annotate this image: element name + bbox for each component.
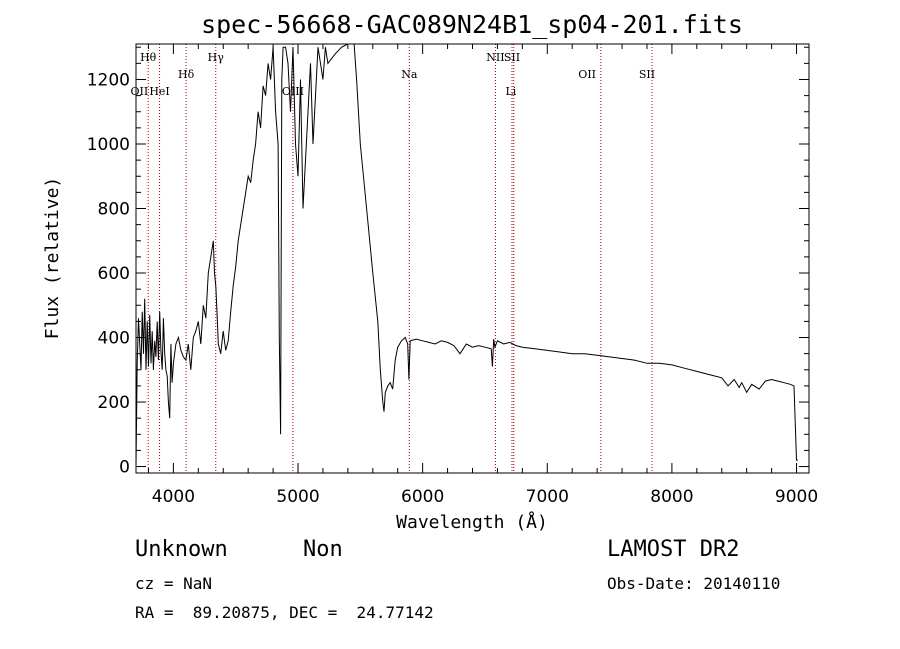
line-markers xyxy=(147,44,653,473)
y-tick-label: 0 xyxy=(119,458,130,478)
class-label: Unknown xyxy=(135,537,228,562)
spectrum-layer xyxy=(135,43,798,467)
chart-title: spec-56668-GAC089N24B1_sp04-201.fits xyxy=(201,10,743,39)
x-tick-label: 9000 xyxy=(775,487,818,507)
survey-label: LAMOST DR2 xyxy=(607,537,740,562)
obs-date-label: Obs-Date: 20140110 xyxy=(607,574,781,593)
x-tick-label: 5000 xyxy=(276,487,319,507)
y-tick-label: 800 xyxy=(98,200,130,220)
line-annotation: SII xyxy=(504,51,520,64)
x-tick-label: 4000 xyxy=(152,487,195,507)
x-tick-label: 7000 xyxy=(526,487,569,507)
x-tick-label: 8000 xyxy=(650,487,693,507)
line-annotation: Hθ xyxy=(140,51,157,64)
line-annotation: OII xyxy=(131,85,149,98)
line-annotation: NII xyxy=(486,51,504,64)
cz-label: cz = NaN xyxy=(135,574,213,593)
line-annotation: Hγ xyxy=(208,51,225,64)
subclass-label: Non xyxy=(303,537,343,562)
x-tick-label: 6000 xyxy=(401,487,444,507)
y-tick-label: 600 xyxy=(98,264,130,284)
spectrum-line xyxy=(135,43,798,467)
line-annotation: Li xyxy=(505,85,516,98)
line-annotation: Hδ xyxy=(178,68,195,81)
line-annotation: HeI xyxy=(149,85,169,98)
axis-ticks: 4000 5000 6000 7000 8000 9000 0 200 400 600 800 100… xyxy=(87,44,818,507)
y-tick-label: 1000 xyxy=(87,135,130,155)
y-tick-label: 400 xyxy=(98,329,130,349)
line-annotation: OII xyxy=(578,68,596,81)
line-annotation: SII xyxy=(639,68,655,81)
y-tick-label: 1200 xyxy=(87,70,130,90)
coords-label: RA = 89.20875, DEC = 24.77142 xyxy=(135,603,434,622)
line-annotation: Na xyxy=(401,68,418,81)
x-axis-label: Wavelength (Å) xyxy=(396,511,548,533)
line-annotation: OIII xyxy=(282,85,304,98)
y-axis-label: Flux (relative) xyxy=(42,177,63,340)
y-tick-label: 200 xyxy=(98,393,130,413)
